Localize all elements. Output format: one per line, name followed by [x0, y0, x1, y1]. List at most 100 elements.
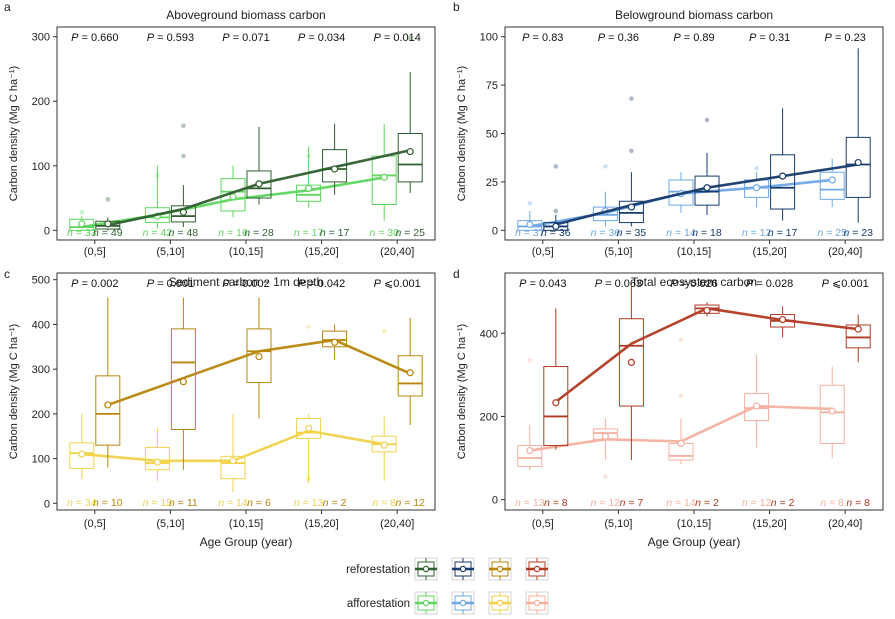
p-value-number: ⩽0.001 [381, 278, 421, 290]
x-tick-label: (10,15] [229, 518, 263, 530]
box-afforestation [517, 424, 543, 471]
n-label: n = 14 [218, 497, 248, 509]
n-label: n = 12 [591, 497, 621, 509]
panel-letter: a [4, 0, 11, 14]
panel-b: b Belowground biomass carbon 0 25 50 75 100 Car… [453, 0, 884, 258]
x-tick-label: (0,5] [532, 518, 554, 530]
n-label: n = 49 [93, 227, 123, 239]
n-label: n = 37 [515, 227, 545, 239]
outlier-point [79, 209, 85, 215]
box-iqr [220, 455, 246, 480]
p-value-symbol: P [595, 278, 603, 290]
n-label: n = 14 [666, 497, 696, 509]
outlier-point [678, 393, 684, 398]
box-afforestation [144, 427, 170, 481]
n-label: n = 12 [395, 497, 425, 509]
x-tick-label: (10,15] [229, 246, 263, 258]
mean-marker [78, 450, 86, 458]
n-symbol: n [617, 227, 623, 239]
y-tick-label: 0 [44, 498, 50, 510]
box-iqr [170, 205, 196, 223]
n-value: = 14 [672, 497, 696, 509]
outlier-point [629, 148, 634, 154]
y-tick-label: 300 [32, 364, 50, 376]
p-value: P = 0.002 [71, 278, 118, 290]
p-value-symbol: P [147, 278, 155, 290]
n-symbol: n [541, 227, 547, 239]
n-value: = 18 [698, 227, 722, 239]
n-value: = 48 [174, 227, 198, 239]
n-value: = 25 [823, 227, 847, 239]
trend-line [81, 176, 385, 229]
p-value-symbol: P [673, 32, 681, 44]
x-axis-label: Age Group (year) [200, 535, 293, 549]
p-value: P = 0.83 [522, 32, 563, 44]
n-value: = 8 [550, 497, 568, 509]
p-value-number: = 0.660 [78, 32, 118, 44]
n-value: = 10 [99, 497, 123, 509]
n-value: = 25 [401, 227, 425, 239]
n-symbol: n [515, 227, 521, 239]
n-symbol: n [515, 497, 521, 509]
n-label: n = 36 [591, 227, 621, 239]
box-reforestation [543, 308, 569, 450]
y-tick-label: 0 [44, 225, 50, 237]
y-tick-label: 200 [32, 96, 50, 108]
legend-key-mean [496, 599, 504, 607]
p-value-number: = 0.593 [154, 32, 194, 44]
box-iqr [144, 207, 170, 224]
p-value-symbol: P [374, 278, 382, 290]
n-value: = 8 [826, 497, 844, 509]
mean-marker [104, 401, 112, 409]
legend-key-reforestation [525, 557, 549, 581]
p-value: P = 0.36 [598, 32, 639, 44]
mean-marker [255, 180, 263, 188]
p-value-symbol: P [298, 278, 306, 290]
plot-frame [56, 26, 436, 241]
p-value: P = 0.001 [147, 278, 194, 290]
y-tick-label: 100 [480, 32, 498, 44]
mean-marker [703, 184, 711, 192]
box-iqr [845, 136, 871, 198]
box-iqr [618, 318, 644, 407]
y-tick-label: 100 [32, 161, 50, 173]
panel-title: Aboveground biomass carbon [166, 8, 325, 22]
panel-a: a Aboveground biomass carbon 0 100 200 300 Car… [4, 0, 436, 258]
x-tick-label: (10,15] [677, 518, 711, 530]
box-reforestation [845, 314, 871, 363]
outlier-point [553, 208, 559, 214]
n-symbol: n [692, 227, 698, 239]
p-value: P = 0.002 [222, 278, 269, 290]
n-symbol: n [768, 227, 774, 239]
p-value: P = 0.063 [595, 278, 642, 290]
n-value: = 11 [175, 497, 198, 509]
outlier-point [603, 164, 608, 169]
y-axis-label: Carbon density (Mg C ha⁻¹) [8, 66, 20, 201]
n-label: n = 35 [617, 227, 647, 239]
n-symbol: n [244, 227, 250, 239]
box-afforestation [819, 158, 845, 208]
n-symbol: n [544, 497, 550, 509]
box-iqr [845, 324, 871, 349]
box-reforestation [397, 317, 423, 426]
mean-marker [526, 220, 534, 229]
n-value: = 13 [521, 497, 545, 509]
n-value: = 34 [73, 497, 97, 509]
n-label: n = 8 [846, 497, 870, 509]
n-symbol: n [143, 497, 149, 509]
n-symbol: n [247, 497, 253, 509]
series-afforestation: n = 13 n = 12 n = 14 n = 12 n = 8 [515, 337, 845, 509]
n-value: = 16 [224, 227, 248, 239]
box-iqr [170, 328, 196, 431]
x-axis-label: Age Group (year) [648, 535, 741, 549]
n-symbol: n [372, 497, 378, 509]
y-tick-label: 0 [492, 495, 498, 507]
n-value: = 14 [672, 227, 696, 239]
box-reforestation [246, 127, 272, 205]
panel-letter: d [453, 267, 460, 281]
n-symbol: n [294, 497, 300, 509]
p-value-symbol: P [746, 278, 754, 290]
y-tick-label: 300 [32, 32, 50, 44]
n-label: n = 33 [67, 227, 97, 239]
legend-key-mean [496, 565, 504, 573]
